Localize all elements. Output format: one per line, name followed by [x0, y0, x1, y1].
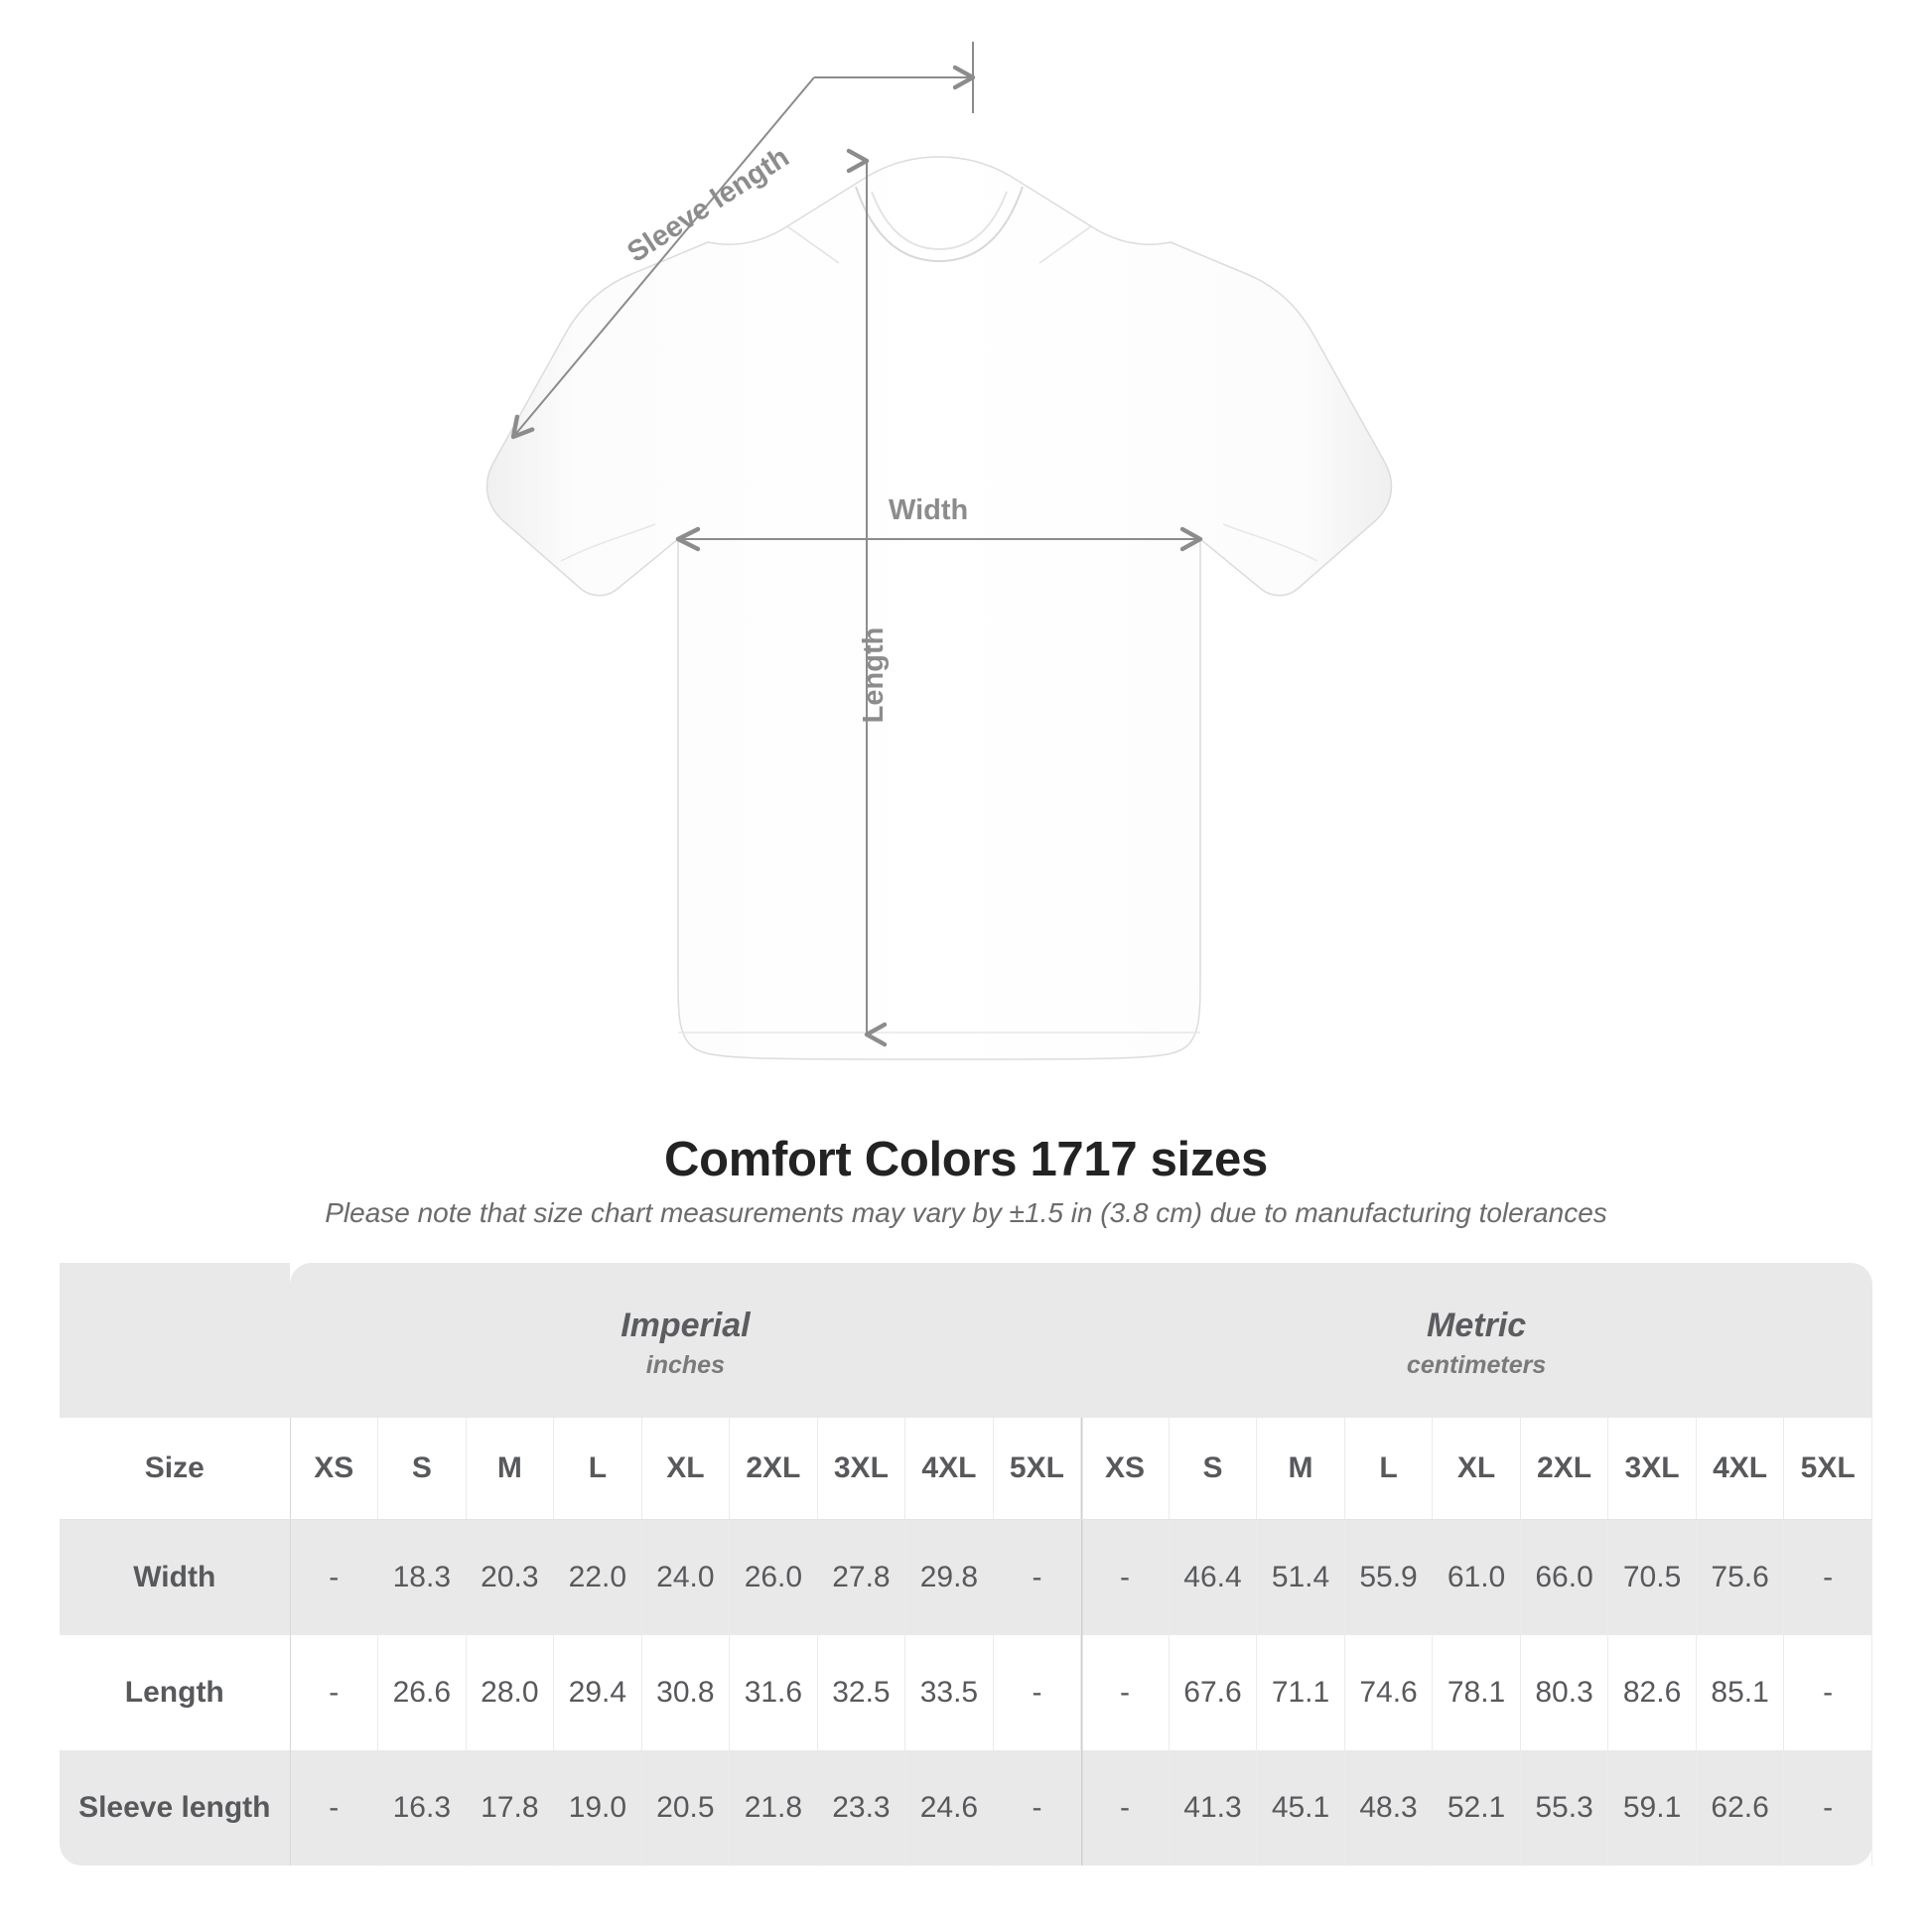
svg-text:Length: Length: [858, 627, 890, 724]
svg-text:Width: Width: [889, 494, 968, 526]
